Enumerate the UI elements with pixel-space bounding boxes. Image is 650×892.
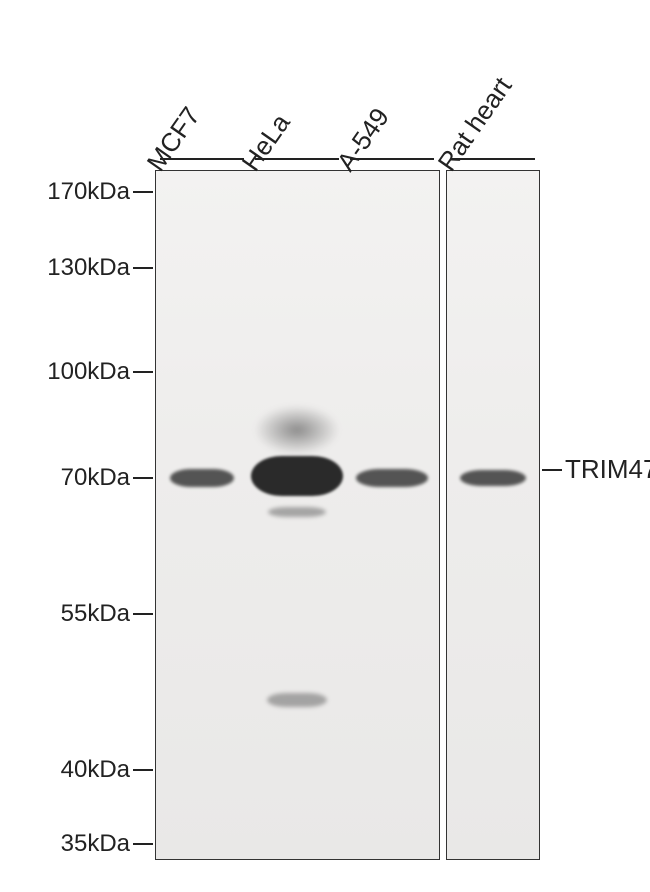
protein-label: TRIM47 — [565, 454, 650, 485]
western-blot-figure: 170kDa 130kDa 100kDa 70kDa 55kDa 40kDa 35kDa M… — [0, 0, 650, 892]
marker-tick — [133, 613, 153, 615]
lane-label: Rat heart — [432, 72, 519, 177]
lane-label: MCF7 — [141, 101, 207, 177]
marker-tick — [133, 477, 153, 479]
lane-label: A-549 — [331, 102, 396, 177]
marker-tick — [133, 267, 153, 269]
blot-panel-b — [446, 170, 540, 860]
smear — [254, 405, 340, 455]
marker-label: 40kDa — [61, 756, 130, 784]
marker-label: 170kDa — [47, 178, 130, 206]
band — [356, 469, 428, 487]
marker-tick — [133, 843, 153, 845]
marker-tick — [133, 371, 153, 373]
band — [251, 456, 343, 496]
band — [268, 507, 326, 517]
lane-label: HeLa — [236, 108, 297, 177]
marker-tick — [133, 769, 153, 771]
band — [267, 693, 327, 707]
band — [460, 470, 526, 486]
marker-label: 70kDa — [61, 464, 130, 492]
marker-label: 100kDa — [47, 358, 130, 386]
marker-label: 55kDa — [61, 600, 130, 628]
marker-label: 35kDa — [61, 830, 130, 858]
marker-label: 130kDa — [47, 254, 130, 282]
band — [170, 469, 234, 487]
protein-tick — [542, 469, 562, 471]
marker-tick — [133, 191, 153, 193]
